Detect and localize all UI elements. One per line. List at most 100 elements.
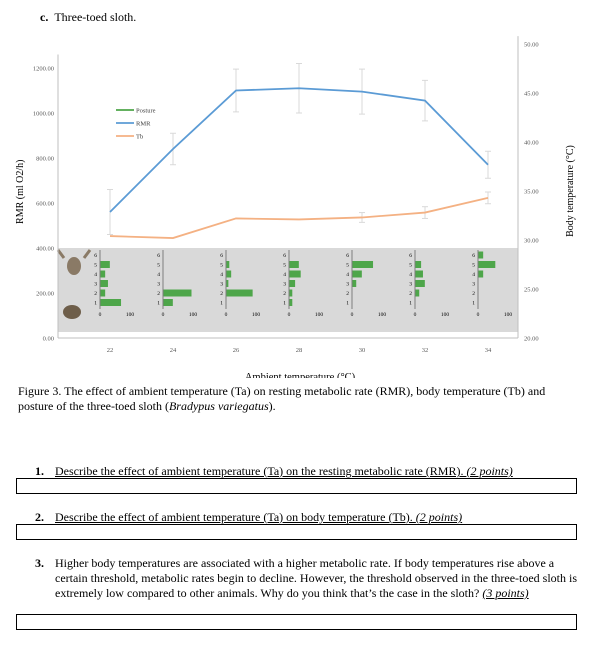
right-tick-label: 25.00 bbox=[524, 287, 539, 294]
posture-axis-label: 100 bbox=[189, 312, 198, 318]
posture-level-label: 1 bbox=[157, 301, 160, 307]
posture-bar bbox=[226, 261, 230, 268]
posture-bar bbox=[100, 280, 108, 287]
posture-axis-label: 100 bbox=[378, 312, 387, 318]
left-tick-label: 1200.00 bbox=[33, 66, 54, 73]
left-tick-label: 1000.00 bbox=[33, 111, 54, 118]
posture-level-label: 3 bbox=[157, 282, 160, 288]
posture-bar bbox=[478, 251, 484, 259]
posture-level-label: 5 bbox=[220, 263, 223, 269]
posture-level-label: 2 bbox=[409, 291, 412, 297]
posture-bar bbox=[415, 280, 425, 287]
posture-level-label: 6 bbox=[157, 253, 160, 259]
posture-bar bbox=[415, 270, 423, 278]
posture-bar bbox=[478, 270, 484, 278]
posture-axis-label: 0 bbox=[99, 312, 102, 318]
posture-axis-label: 100 bbox=[441, 312, 450, 318]
posture-histogram: 6 5 4 3 2 10 100 bbox=[220, 250, 260, 318]
posture-level-label: 1 bbox=[283, 301, 286, 307]
posture-histogram: 6 5 4 3 2 10 100 bbox=[283, 250, 323, 318]
sloth-illustration-hanging bbox=[67, 257, 81, 275]
posture-level-label: 6 bbox=[409, 253, 412, 259]
posture-axis-label: 0 bbox=[288, 312, 291, 318]
posture-bar bbox=[226, 270, 232, 278]
posture-axis-label: 100 bbox=[504, 312, 513, 318]
posture-level-label: 2 bbox=[220, 291, 223, 297]
posture-level-label: 5 bbox=[94, 263, 97, 269]
posture-level-label: 6 bbox=[220, 253, 223, 259]
posture-level-label: 4 bbox=[283, 272, 286, 278]
posture-bar bbox=[100, 289, 106, 297]
posture-level-label: 1 bbox=[409, 301, 412, 307]
question-number: 1. bbox=[35, 464, 44, 478]
posture-axis-label: 100 bbox=[126, 312, 135, 318]
posture-level-label: 5 bbox=[409, 263, 412, 269]
question-text: Describe the effect of ambient temperatu… bbox=[55, 464, 467, 478]
legend-label: Posture bbox=[136, 108, 156, 115]
posture-level-label: 2 bbox=[283, 291, 286, 297]
posture-level-label: 3 bbox=[472, 282, 475, 288]
right-tick-label: 45.00 bbox=[524, 91, 539, 98]
answer-box-3[interactable] bbox=[16, 614, 577, 630]
posture-level-label: 3 bbox=[94, 282, 97, 288]
question-1: 1. Describe the effect of ambient tempera… bbox=[35, 464, 583, 479]
question-2: 2. Describe the effect of ambient tempera… bbox=[35, 510, 583, 525]
posture-bar bbox=[163, 299, 173, 306]
x-axis-title: Ambient temperature (°C) bbox=[245, 372, 356, 378]
posture-level-label: 4 bbox=[157, 272, 160, 278]
posture-level-label: 2 bbox=[157, 291, 160, 297]
posture-level-label: 1 bbox=[472, 301, 475, 307]
posture-histogram: 6 5 4 3 2 10 100 bbox=[346, 250, 386, 318]
posture-level-label: 3 bbox=[409, 282, 412, 288]
right-axis-title: Body temperature (°C) bbox=[565, 145, 576, 237]
question-text: Higher body temperatures are associated … bbox=[55, 556, 578, 600]
right-tick-label: 50.00 bbox=[524, 42, 539, 49]
section-letter: c. bbox=[40, 10, 49, 24]
posture-level-label: 3 bbox=[220, 282, 223, 288]
posture-level-label: 2 bbox=[472, 291, 475, 297]
question-text: Describe the effect of ambient temperatu… bbox=[55, 510, 416, 524]
sloth-illustration-curled bbox=[63, 305, 81, 319]
posture-level-label: 3 bbox=[346, 282, 349, 288]
question-points: (3 points) bbox=[482, 586, 529, 600]
posture-bar bbox=[415, 289, 420, 297]
posture-level-label: 4 bbox=[472, 272, 475, 278]
posture-bar bbox=[226, 280, 229, 287]
posture-bar bbox=[289, 280, 296, 287]
right-tick-label: 20.00 bbox=[524, 336, 539, 343]
posture-bar bbox=[226, 289, 253, 297]
question-number: 2. bbox=[35, 510, 44, 524]
posture-axis-label: 0 bbox=[477, 312, 480, 318]
x-tick-label: 30 bbox=[359, 347, 366, 354]
posture-histogram: 6 5 4 3 2 10 100 bbox=[94, 250, 134, 318]
posture-panel-background bbox=[58, 248, 518, 332]
question-points: (2 points) bbox=[466, 464, 513, 478]
posture-level-label: 2 bbox=[346, 291, 349, 297]
answer-box-1[interactable] bbox=[16, 478, 577, 494]
posture-histogram: 6 5 4 3 2 10 100 bbox=[157, 250, 197, 318]
posture-histogram: 6 5 4 3 2 10 100 bbox=[472, 250, 512, 318]
answer-box-2[interactable] bbox=[16, 524, 577, 540]
posture-histogram: 6 5 4 3 2 10 100 bbox=[409, 250, 449, 318]
x-tick-label: 32 bbox=[422, 347, 429, 354]
question-points: (2 points) bbox=[415, 510, 463, 524]
series-line-rmr bbox=[109, 87, 489, 213]
posture-level-label: 4 bbox=[346, 272, 349, 278]
left-tick-label: 0.00 bbox=[43, 336, 54, 343]
posture-level-label: 6 bbox=[472, 253, 475, 259]
left-axis-title: RMR (ml O2/h) bbox=[15, 160, 26, 224]
posture-bar bbox=[100, 261, 110, 268]
posture-axis-label: 0 bbox=[225, 312, 228, 318]
right-tick-label: 35.00 bbox=[524, 189, 539, 196]
figure-caption: Figure 3. The effect of ambient temperat… bbox=[18, 384, 578, 414]
posture-level-label: 6 bbox=[94, 253, 97, 259]
posture-level-label: 6 bbox=[283, 253, 286, 259]
posture-bar bbox=[100, 270, 106, 278]
x-tick-label: 26 bbox=[233, 347, 240, 354]
posture-bar bbox=[289, 299, 293, 306]
legend-label: RMR bbox=[136, 121, 151, 128]
posture-bar bbox=[415, 261, 422, 268]
left-tick-label: 600.00 bbox=[36, 201, 54, 208]
posture-level-label: 4 bbox=[220, 272, 223, 278]
